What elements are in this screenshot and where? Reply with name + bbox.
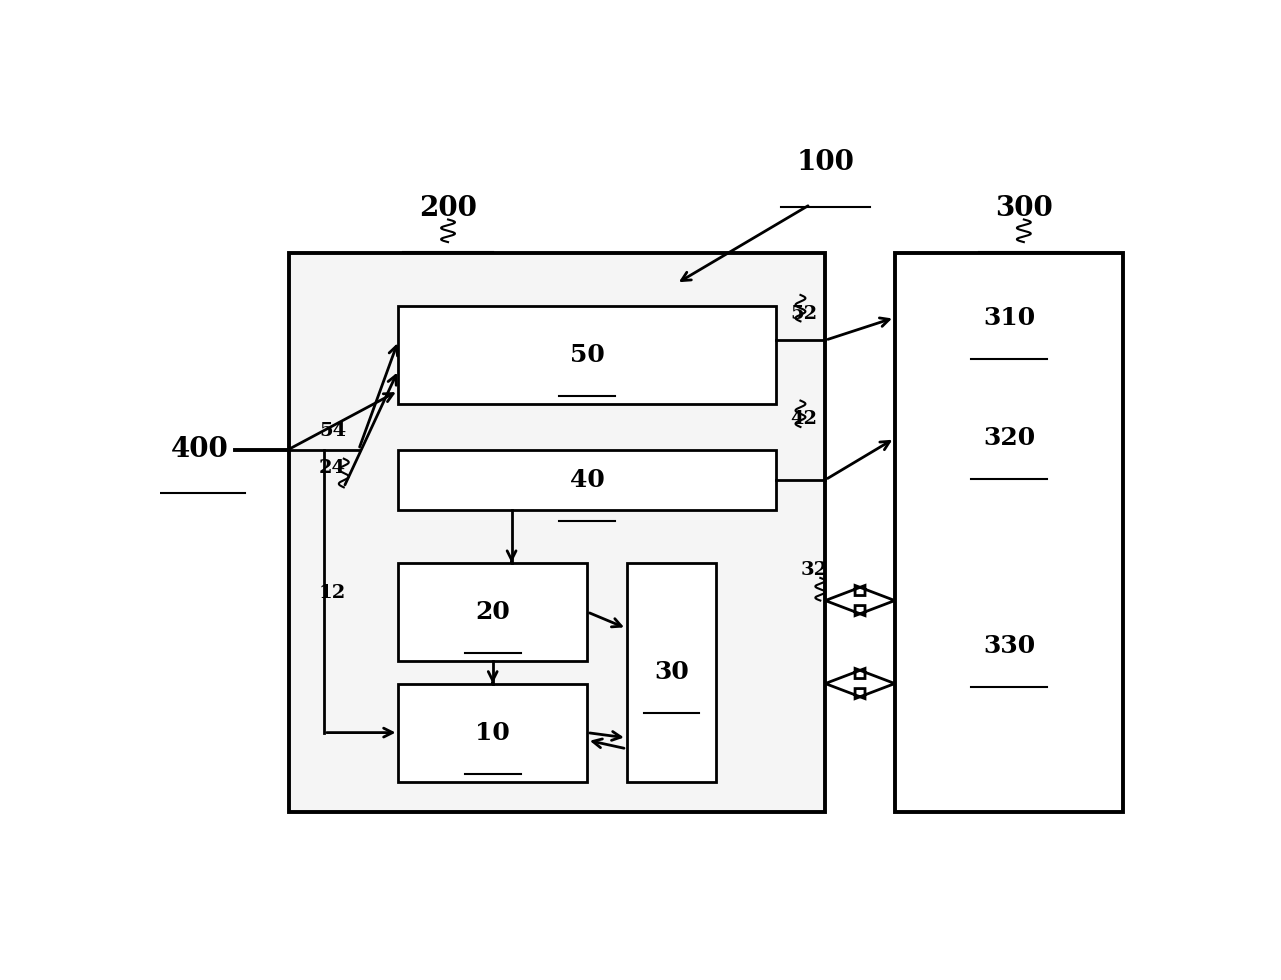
Text: 320: 320 — [983, 426, 1035, 450]
Bar — [398, 306, 776, 405]
Text: 24: 24 — [319, 460, 346, 477]
Bar — [398, 563, 587, 661]
Bar — [398, 450, 776, 510]
Text: 20: 20 — [475, 600, 510, 624]
Text: 10: 10 — [475, 720, 510, 745]
Bar — [290, 254, 825, 811]
Text: 330: 330 — [983, 634, 1035, 658]
Bar — [398, 684, 587, 782]
Text: 50: 50 — [570, 343, 605, 368]
Text: 200: 200 — [419, 195, 477, 221]
Text: 310: 310 — [983, 306, 1035, 329]
Polygon shape — [825, 585, 894, 615]
Text: 30: 30 — [655, 661, 689, 684]
Text: 54: 54 — [319, 421, 346, 440]
Text: 52: 52 — [790, 305, 817, 322]
Polygon shape — [825, 668, 894, 699]
Bar — [894, 254, 1123, 811]
Text: 300: 300 — [995, 195, 1053, 221]
Text: 400: 400 — [170, 436, 229, 464]
Text: 100: 100 — [797, 149, 854, 176]
Text: 32: 32 — [801, 562, 828, 579]
Bar — [626, 563, 716, 782]
Text: 12: 12 — [319, 584, 346, 602]
Text: 42: 42 — [790, 411, 817, 428]
Text: 40: 40 — [570, 467, 605, 492]
